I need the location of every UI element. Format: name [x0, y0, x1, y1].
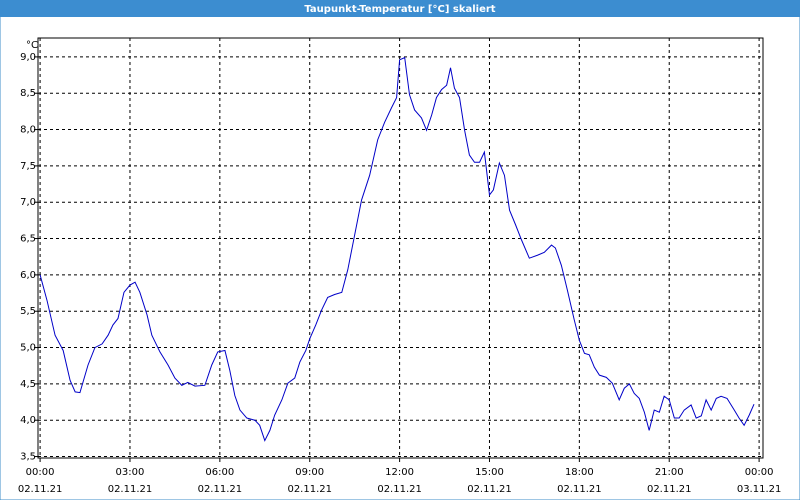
- y-tick-label: 4,5: [20, 379, 36, 390]
- y-unit: °C: [26, 40, 38, 51]
- x-tick-date: 02.11.21: [287, 484, 332, 495]
- plot-area: [37, 37, 764, 459]
- x-tick-label: 15:00: [475, 467, 504, 478]
- x-tick-date: 02.11.21: [557, 484, 602, 495]
- x-tick-date: 02.11.21: [108, 484, 153, 495]
- y-tick-label: 3,5: [20, 452, 36, 463]
- y-tick-label: 8,5: [20, 88, 36, 99]
- x-tick-label: 00:00: [745, 467, 774, 478]
- x-tick-label: 12:00: [385, 467, 414, 478]
- x-tick-label: 18:00: [565, 467, 594, 478]
- x-tick-date: 03.11.21: [737, 484, 782, 495]
- x-tick-date: 02.11.21: [198, 484, 243, 495]
- chart-title: Taupunkt-Temperatur [°C] skaliert: [304, 4, 495, 15]
- y-tick-label: 7,5: [20, 161, 36, 172]
- x-tick-label: 00:00: [26, 467, 55, 478]
- data-line: [39, 56, 755, 442]
- x-tick-label: 09:00: [295, 467, 324, 478]
- x-tick-label: 03:00: [116, 467, 145, 478]
- x-tick-date: 02.11.21: [467, 484, 512, 495]
- y-tick-label: 7,0: [20, 197, 36, 208]
- y-tick-label: 6,0: [20, 270, 36, 281]
- x-tick-date: 02.11.21: [647, 484, 692, 495]
- x-tick-date: 02.11.21: [18, 484, 63, 495]
- y-tick-label: 6,5: [20, 234, 36, 245]
- x-tick-date: 02.11.21: [377, 484, 422, 495]
- y-tick-label: 4,0: [20, 415, 36, 426]
- title-bar: [0, 0, 800, 17]
- y-tick-label: 9,0: [20, 52, 36, 63]
- x-tick-label: 06:00: [205, 467, 234, 478]
- y-tick-label: 5,5: [20, 306, 36, 317]
- x-tick-label: 21:00: [655, 467, 684, 478]
- y-tick-label: 5,0: [20, 343, 36, 354]
- y-tick-label: 8,0: [20, 125, 36, 136]
